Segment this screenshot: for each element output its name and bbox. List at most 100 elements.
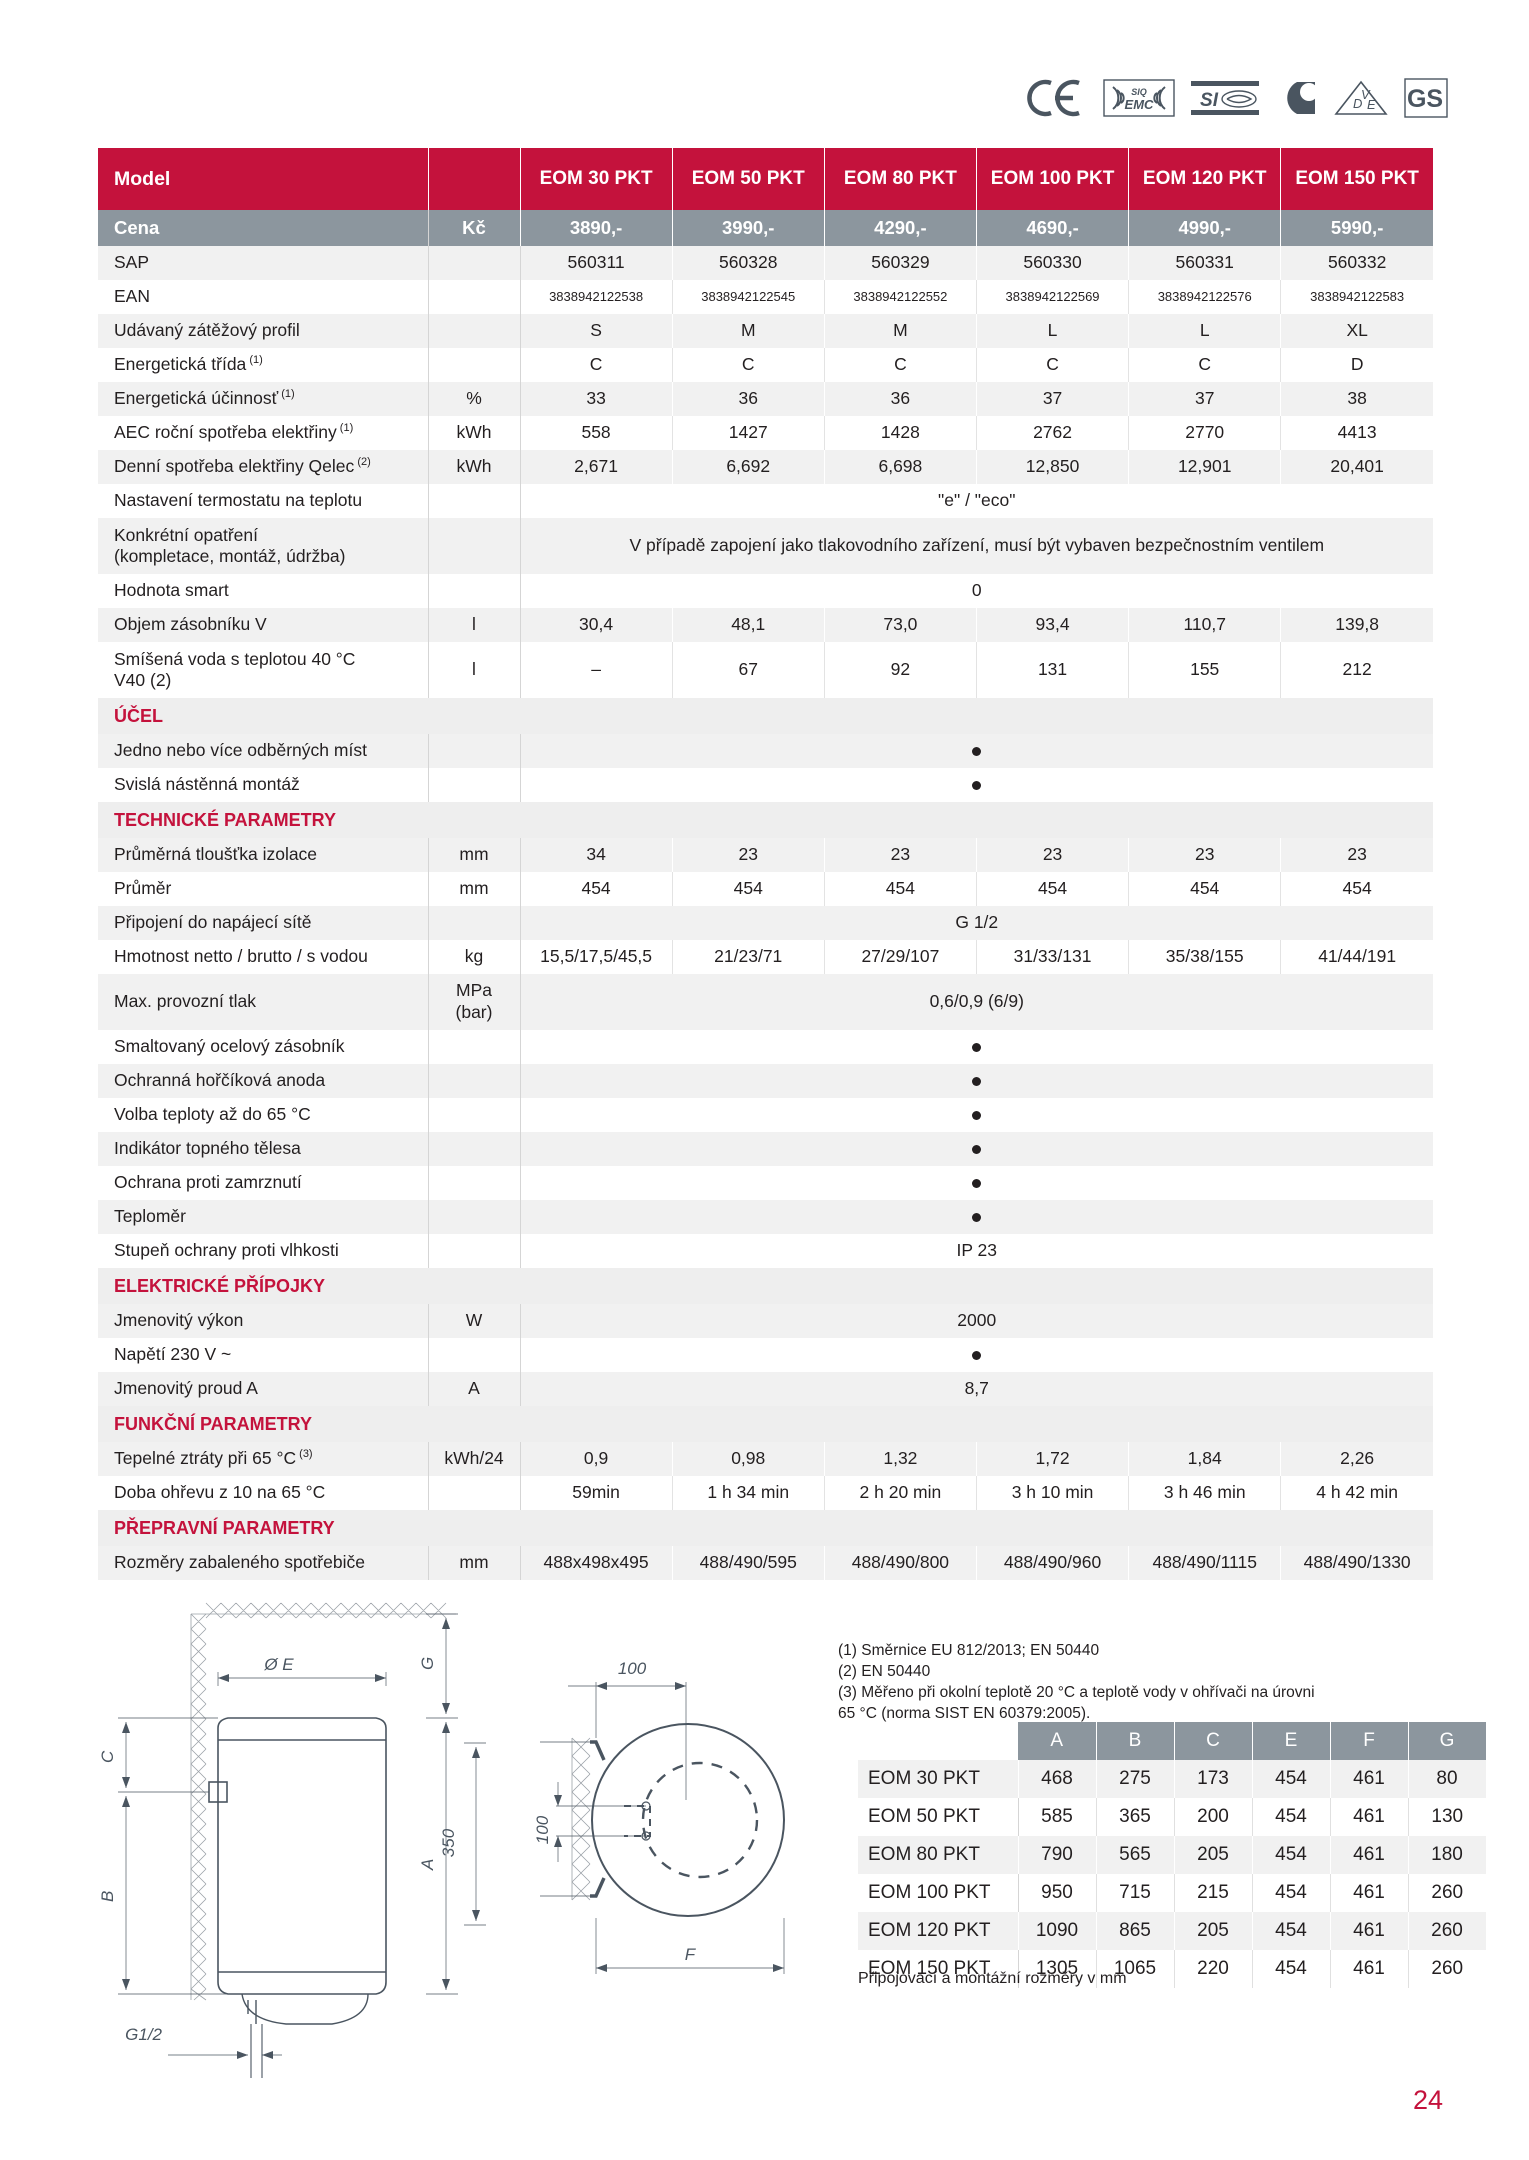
- dims-model-name: EOM 80 PKT: [858, 1836, 1019, 1874]
- value-cell: 12,901: [1128, 450, 1282, 484]
- section-title: ÚČEL: [98, 698, 1433, 734]
- row-unit: mm: [428, 838, 521, 872]
- bullet-dot-icon: [972, 1077, 982, 1087]
- header-model-eom-80-pkt: EOM 80 PKT: [824, 148, 977, 210]
- dims-row: EOM 30 PKT 468 275 173 454 461 80: [858, 1760, 1487, 1798]
- value-cell: 1427: [672, 416, 825, 450]
- row-label: Teploměr: [98, 1200, 429, 1234]
- dims-value: 220: [1174, 1950, 1253, 1988]
- footnote-3-cont: 65 °C (norma SIST EN 60379:2005).: [838, 1705, 1091, 1723]
- value-cell: L: [1128, 314, 1282, 348]
- value-cell: D: [1280, 348, 1433, 382]
- vde-mark-icon: D V E: [1333, 75, 1389, 121]
- value-cell: 4 h 42 min: [1280, 1476, 1433, 1510]
- value-cell: C: [1128, 348, 1282, 382]
- table-row: Stupeň ochrany proti vlhkosti IP 23: [98, 1234, 1433, 1268]
- table-row: Průměrná tloušťka izolace mm 34 23 23 23 23 23: [98, 838, 1433, 872]
- gs-mark-icon: GS: [1403, 75, 1449, 121]
- dims-header-G: G: [1408, 1722, 1487, 1760]
- value-cell: S: [520, 314, 673, 348]
- dims-value: 80: [1408, 1760, 1487, 1798]
- dims-value: 454: [1252, 1912, 1331, 1950]
- row-label: AEC roční spotřeba elektřiny (1): [98, 416, 429, 450]
- value-cell: 560328: [672, 246, 825, 280]
- dims-value: 1090: [1018, 1912, 1097, 1950]
- row-unit: mm: [428, 872, 521, 906]
- header-model-eom-150-pkt: EOM 150 PKT: [1280, 148, 1433, 210]
- row-label: Smaltovaný ocelový zásobník: [98, 1030, 429, 1064]
- row-label: Průměr: [98, 872, 429, 906]
- svg-text:D: D: [1353, 96, 1362, 111]
- value-cell: 73,0: [824, 608, 977, 642]
- row-unit: l: [428, 608, 521, 642]
- dims-value: 1305: [1018, 1950, 1097, 1988]
- dims-value: 565: [1096, 1836, 1175, 1874]
- dims-value: 585: [1018, 1798, 1097, 1836]
- row-label: Hmotnost netto / brutto / s vodou: [98, 940, 429, 974]
- value-cell: 31/33/131: [976, 940, 1130, 974]
- row-unit: kg: [428, 940, 521, 974]
- spanning-value: 0,6/0,9 (6/9): [520, 974, 1433, 1030]
- value-cell: 37: [976, 382, 1130, 416]
- row-label: Volba teploty až do 65 °C: [98, 1098, 429, 1132]
- value-cell: 560332: [1280, 246, 1433, 280]
- section-header-row: PŘEPRAVNÍ PARAMETRY: [98, 1510, 1433, 1546]
- value-cell: 3 h 46 min: [1128, 1476, 1282, 1510]
- value-cell: 36: [672, 382, 825, 416]
- dims-value: 461: [1330, 1836, 1409, 1874]
- row-label: Energetická třída (1): [98, 348, 429, 382]
- dims-value: 461: [1330, 1912, 1409, 1950]
- spanning-value: 0: [520, 574, 1433, 608]
- dims-header-E: E: [1252, 1722, 1331, 1760]
- dims-value: 260: [1408, 1950, 1486, 1988]
- dims-header-B: B: [1096, 1722, 1175, 1760]
- value-cell: 38: [1280, 382, 1433, 416]
- value-cell: 3 h 10 min: [976, 1476, 1130, 1510]
- table-header-row: Model EOM 30 PKT EOM 50 PKT EOM 80 PKT EOM 1…: [98, 148, 1433, 210]
- row-label: Doba ohřevu z 10 na 65 °C: [98, 1476, 429, 1510]
- dims-value: 180: [1408, 1836, 1487, 1874]
- row-unit: [428, 348, 521, 382]
- dims-value: 454: [1252, 1760, 1331, 1798]
- footnote-1: (1) Směrnice EU 812/2013; EN 50440: [838, 1642, 1100, 1659]
- section-title: PŘEPRAVNÍ PARAMETRY: [98, 1510, 1433, 1546]
- dims-value: 260: [1408, 1874, 1486, 1912]
- value-cell: 6,692: [672, 450, 825, 484]
- svg-text:GS: GS: [1407, 85, 1443, 113]
- value-cell: 2770: [1128, 416, 1282, 450]
- value-cell: 6,698: [824, 450, 977, 484]
- svg-text:SI: SI: [1200, 90, 1219, 111]
- bullet-dot-icon: [972, 1111, 982, 1121]
- header-model-eom-100-pkt: EOM 100 PKT: [976, 148, 1130, 210]
- dims-row: EOM 50 PKT 585 365 200 454 461 130: [858, 1798, 1486, 1836]
- row-label: Připojení do napájecí sítě: [98, 906, 429, 940]
- footnote-3: (3) Měřeno při okolní teplotě 20 °C a te…: [838, 1684, 1315, 1702]
- siq-emc-mark-icon: SIQ EMC: [1103, 75, 1175, 121]
- row-label: Tepelné ztráty při 65 °C (3): [98, 1442, 429, 1476]
- row-label: Napětí 230 V ~: [98, 1338, 429, 1372]
- value-cell: 2762: [976, 416, 1130, 450]
- price-row: Cena Kč 3890,- 3990,- 4290,- 4690,- 4990,- 5990…: [98, 210, 1433, 246]
- side-view-label-c: C: [98, 1750, 117, 1763]
- row-unit: %: [428, 382, 521, 416]
- top-view-label-top-dim: 100: [618, 1659, 647, 1678]
- table-row: Hodnota smart 0: [98, 574, 1433, 608]
- row-unit: kWh: [428, 450, 521, 484]
- dims-value: 461: [1330, 1798, 1409, 1836]
- section-header-row: ÚČEL: [98, 698, 1433, 734]
- row-label: Nastavení termostatu na teplotu: [98, 484, 429, 518]
- price-value: 4290,-: [824, 210, 977, 246]
- table-row: Jmenovitý proud A A 8,7: [98, 1372, 1433, 1406]
- value-cell: 21/23/71: [672, 940, 825, 974]
- row-unit: [428, 768, 521, 802]
- spanning-value: "e" / "eco": [520, 484, 1433, 518]
- value-cell: 488/490/960: [976, 1546, 1130, 1580]
- value-cell: 2,671: [520, 450, 673, 484]
- value-cell: 59min: [520, 1476, 673, 1510]
- spanning-value: 8,7: [520, 1372, 1433, 1406]
- row-label: Indikátor topného tělesa: [98, 1132, 429, 1166]
- value-cell: C: [976, 348, 1130, 382]
- row-label: Energetická účinnosť (1): [98, 382, 429, 416]
